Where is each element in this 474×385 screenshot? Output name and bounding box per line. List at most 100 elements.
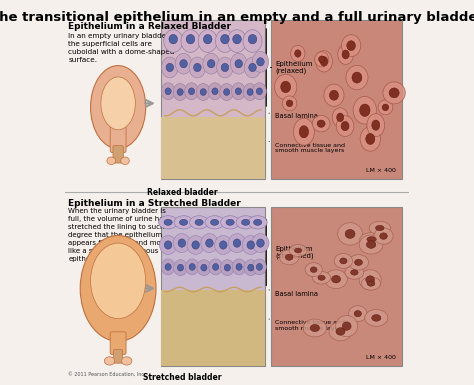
Ellipse shape [332,108,348,127]
Ellipse shape [374,228,393,244]
Ellipse shape [192,241,200,249]
Ellipse shape [366,241,376,248]
Ellipse shape [360,233,383,246]
Ellipse shape [291,45,305,62]
Text: Basal lamina: Basal lamina [269,290,318,297]
Ellipse shape [198,30,217,52]
Ellipse shape [221,63,229,72]
Ellipse shape [342,50,349,59]
Ellipse shape [372,120,380,130]
Ellipse shape [299,126,309,138]
Ellipse shape [164,219,172,225]
Ellipse shape [360,104,370,117]
Ellipse shape [355,259,363,265]
Ellipse shape [380,233,387,239]
Ellipse shape [166,63,173,72]
Ellipse shape [220,216,239,229]
Ellipse shape [121,157,129,164]
Ellipse shape [254,219,262,225]
Text: Epithelium
(stretched): Epithelium (stretched) [275,246,313,259]
Ellipse shape [256,58,264,66]
Ellipse shape [226,219,234,225]
Ellipse shape [244,57,261,78]
Ellipse shape [189,88,195,95]
FancyBboxPatch shape [272,20,402,179]
Ellipse shape [256,88,263,95]
Ellipse shape [341,121,349,131]
Ellipse shape [312,116,330,132]
Ellipse shape [360,127,381,151]
FancyBboxPatch shape [161,290,264,366]
Ellipse shape [236,263,242,270]
Ellipse shape [197,260,211,276]
Ellipse shape [337,45,354,64]
Ellipse shape [180,219,188,225]
Ellipse shape [295,50,301,57]
Ellipse shape [248,216,267,229]
Ellipse shape [201,264,207,271]
Ellipse shape [286,100,293,107]
Ellipse shape [383,82,405,104]
Ellipse shape [315,52,329,67]
Ellipse shape [280,250,299,265]
Ellipse shape [216,30,235,52]
Text: When the urinary bladder is
full, the volume of urine has
stretched the lining t: When the urinary bladder is full, the vo… [68,208,171,262]
Ellipse shape [372,315,381,321]
Ellipse shape [243,84,257,100]
Ellipse shape [121,357,132,365]
Text: Epithelium in a Relaxed Bladder: Epithelium in a Relaxed Bladder [68,22,231,31]
Ellipse shape [165,263,171,270]
Ellipse shape [361,277,381,290]
Ellipse shape [367,114,385,137]
Ellipse shape [252,52,269,72]
Ellipse shape [241,219,250,225]
Text: Connective tissue and
smooth muscle layers: Connective tissue and smooth muscle laye… [269,142,345,154]
Text: Connective tissue and
smooth muscle layers: Connective tissue and smooth muscle laye… [269,319,345,331]
Ellipse shape [289,244,307,256]
Ellipse shape [205,216,224,229]
Ellipse shape [324,84,344,106]
Ellipse shape [181,30,200,52]
Ellipse shape [220,260,234,276]
Ellipse shape [310,325,319,331]
Ellipse shape [174,216,193,229]
Ellipse shape [104,357,115,365]
FancyBboxPatch shape [161,117,264,179]
Ellipse shape [342,322,351,330]
Ellipse shape [219,241,227,249]
Ellipse shape [274,74,297,100]
Ellipse shape [253,259,266,275]
Ellipse shape [337,113,344,122]
Ellipse shape [236,216,255,229]
Ellipse shape [317,120,325,127]
Text: Basal lamina: Basal lamina [269,113,318,119]
Ellipse shape [159,236,177,254]
Ellipse shape [369,221,391,235]
Ellipse shape [349,306,367,321]
Ellipse shape [207,60,215,68]
Ellipse shape [235,88,241,95]
Ellipse shape [345,229,355,238]
Ellipse shape [348,254,368,270]
Ellipse shape [233,239,241,247]
Ellipse shape [190,216,209,229]
Ellipse shape [175,53,192,74]
Ellipse shape [206,239,213,247]
Ellipse shape [91,243,146,319]
Ellipse shape [187,236,204,254]
Text: The transitional epithelium in an empty and a full urinary bladder: The transitional epithelium in an empty … [0,11,474,24]
Ellipse shape [173,260,187,276]
Text: Relaxed bladder: Relaxed bladder [146,188,217,198]
Ellipse shape [195,219,203,225]
Ellipse shape [285,254,293,260]
Ellipse shape [341,35,361,57]
Ellipse shape [203,34,212,44]
FancyBboxPatch shape [110,332,126,355]
Ellipse shape [332,275,341,283]
Ellipse shape [252,234,269,253]
Ellipse shape [230,53,247,74]
Ellipse shape [180,60,187,68]
Ellipse shape [169,34,178,44]
Ellipse shape [224,89,230,95]
Ellipse shape [318,275,325,280]
